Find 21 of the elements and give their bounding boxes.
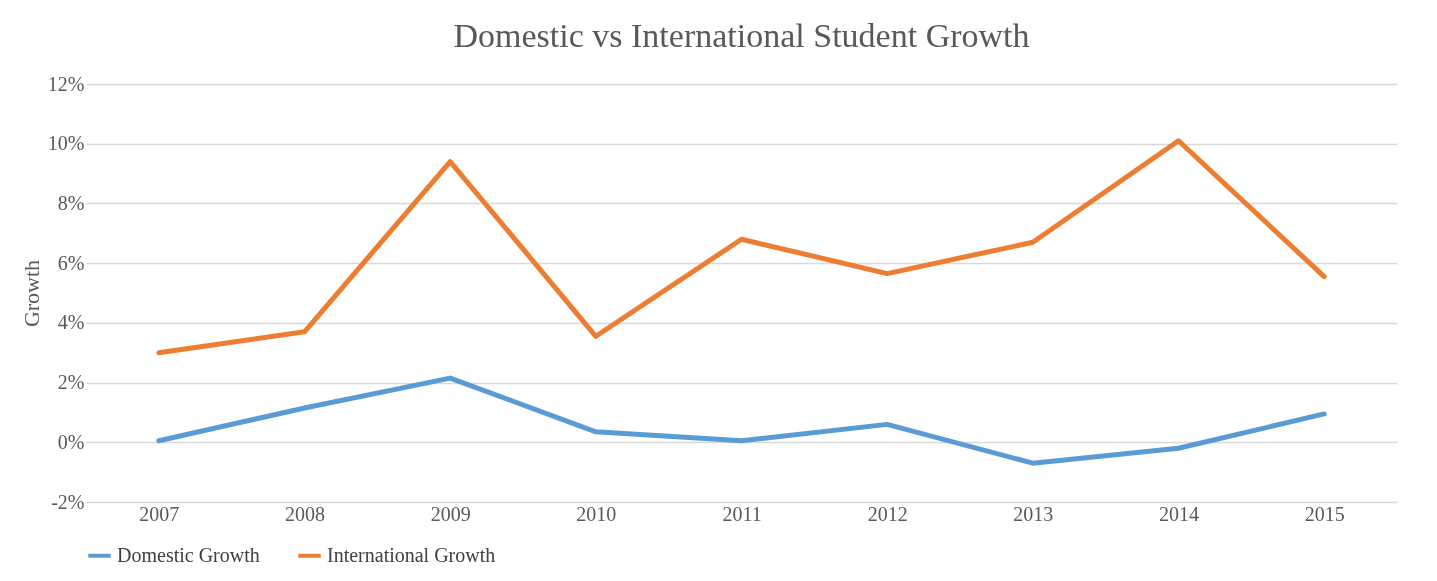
y-tick-label: 6% — [57, 251, 85, 274]
y-tick-label: 4% — [57, 311, 85, 334]
x-tick-label: 2011 — [722, 502, 762, 525]
x-tick-label: 2007 — [139, 502, 180, 525]
y-tick-label: 2% — [57, 371, 85, 394]
y-tick-label: 8% — [57, 191, 85, 214]
y-tick-label: 10% — [47, 132, 85, 155]
y-tick-label: 12% — [47, 72, 85, 95]
chart-title: Domestic vs International Student Growth — [453, 17, 1030, 54]
y-tick-label: -2% — [51, 490, 85, 513]
y-axis-title: Growth — [18, 259, 44, 328]
legend-label: Domestic Growth — [117, 543, 260, 566]
x-tick-label: 2015 — [1304, 502, 1345, 525]
x-tick-label: 2009 — [430, 502, 471, 525]
x-tick-label: 2012 — [867, 502, 908, 525]
x-tick-label: 2014 — [1159, 502, 1199, 525]
y-tick-label: 0% — [57, 430, 85, 453]
x-tick-label: 2013 — [1013, 502, 1054, 525]
x-tick-label: 2008 — [285, 502, 325, 525]
legend-label: International Growth — [327, 543, 496, 566]
x-tick-label: 2010 — [576, 502, 617, 525]
